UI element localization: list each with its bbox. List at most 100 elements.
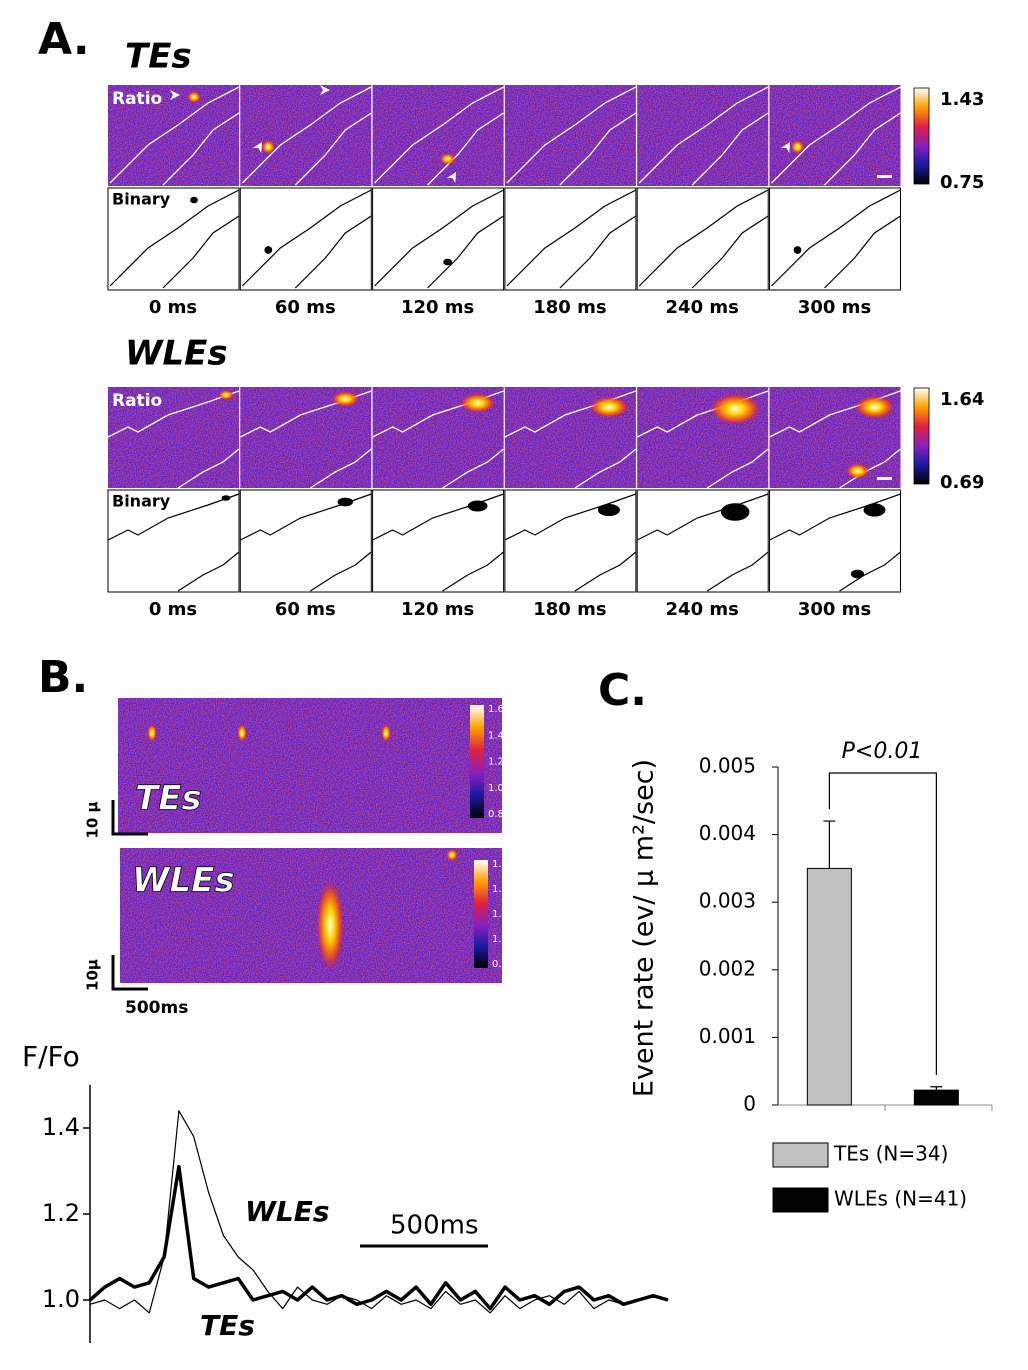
cell-outline [691, 112, 769, 186]
cell-outline [839, 448, 901, 489]
cell-outline [771, 86, 901, 184]
time-label: 0 ms [149, 599, 197, 620]
legend-swatch [772, 1142, 829, 1168]
y-tick-label: 1.0 [42, 1285, 80, 1313]
cell-outline [374, 86, 504, 184]
hotspot [261, 140, 276, 154]
cell-outline [574, 448, 637, 489]
cell-outline [769, 493, 901, 541]
y-tick-label: 0.004 [699, 821, 756, 845]
cell-outline [559, 215, 637, 289]
time-label: 120 ms [401, 297, 474, 318]
cell-outline [427, 112, 504, 186]
binary-event [337, 497, 353, 507]
hotspot [845, 463, 870, 479]
colorbar-label: 0.75 [940, 172, 984, 193]
colorbar-label: 1.64 [940, 389, 984, 410]
hotspot [439, 153, 456, 165]
binary-frame [636, 187, 769, 291]
cell-outline [107, 390, 240, 438]
arrowhead [446, 172, 456, 184]
image-title: TEs [135, 779, 202, 819]
binary-frame [372, 187, 505, 291]
hotspot [459, 393, 496, 413]
binary-event [863, 503, 886, 517]
series-label: TEs [200, 1309, 255, 1342]
cell-outline [109, 189, 240, 287]
cell-outline [559, 112, 637, 186]
scale-label: 500ms [390, 1211, 479, 1241]
scale-bar [111, 800, 148, 836]
colorbar-label: 1.6 [488, 704, 504, 715]
cell-outline [241, 189, 372, 287]
colorbar-label: 0.8 [488, 809, 504, 820]
image-noise [372, 85, 504, 186]
cell-outline [107, 493, 240, 541]
panel-label: A. [38, 14, 90, 65]
series-label: WLEs [245, 1195, 330, 1228]
time-label: 120 ms [401, 599, 474, 620]
panel-label: C. [598, 665, 647, 716]
cell-outline [241, 86, 372, 184]
cell-outline [636, 493, 769, 541]
image-noise [637, 85, 769, 186]
colorbar-label: 1.4 [488, 730, 504, 741]
annotation: P<0.01 [842, 739, 923, 764]
cell-outline [824, 215, 901, 289]
arrowhead [320, 85, 330, 95]
binary-event [597, 503, 620, 517]
cell-outline [309, 551, 372, 592]
y-axis-title: Event rate (ev/ μ m²/sec) [629, 759, 660, 1097]
colorbar-label: 1.4 [492, 884, 508, 895]
cell-outline [374, 189, 504, 287]
hotspot [237, 724, 247, 742]
hotspot [331, 391, 360, 407]
group-title: TEs [125, 37, 192, 77]
cell-outline [691, 215, 769, 289]
colorbar-label: 0.8 [492, 959, 508, 970]
arrowhead [780, 142, 790, 154]
binary-event [467, 500, 488, 512]
cell-outline [504, 493, 637, 541]
colorbar-label: 0.69 [940, 472, 984, 493]
image-noise [108, 387, 239, 488]
binary-frame [107, 187, 240, 291]
hotspot [187, 91, 201, 103]
cell-outline [162, 112, 240, 186]
y-tick-label: 0 [743, 1092, 756, 1116]
legend-label: WLEs (N=41) [834, 1187, 967, 1211]
panel-label: B. [38, 652, 88, 703]
arrowhead [252, 142, 262, 154]
binary-event [720, 503, 750, 521]
binary-event [190, 196, 198, 204]
image-title: WLEs [132, 861, 235, 901]
scale-label: 10 μ [84, 801, 102, 838]
colorbar-label: 1.0 [488, 783, 504, 794]
hotspot [854, 395, 895, 419]
y-tick-label: 0.001 [699, 1024, 756, 1048]
scale-label: 500ms [125, 998, 188, 1018]
arrowhead [170, 90, 180, 100]
group-title: WLEs [125, 334, 228, 374]
time-label: 240 ms [666, 599, 739, 620]
scale-bar [111, 955, 148, 991]
image-label: Ratio [112, 89, 162, 109]
colorbar-label: 1.6 [492, 859, 508, 870]
binary-event [443, 258, 452, 266]
colorbar-label: 1.0 [492, 934, 508, 945]
image-noise [504, 85, 636, 186]
binary-frame [636, 489, 769, 593]
cell-outline [309, 448, 372, 489]
binary-frame [504, 489, 637, 593]
y-tick-label: 0.002 [699, 956, 756, 980]
hotspot [790, 140, 805, 154]
image-noise [118, 698, 502, 833]
error-bar [823, 820, 836, 869]
cell-outline [427, 215, 504, 289]
hotspot [147, 724, 157, 742]
cell-outline [294, 112, 372, 186]
image-label: Binary [112, 492, 171, 511]
hotspot [381, 724, 391, 742]
binary-frame [107, 489, 240, 593]
binary-frame [504, 187, 637, 291]
